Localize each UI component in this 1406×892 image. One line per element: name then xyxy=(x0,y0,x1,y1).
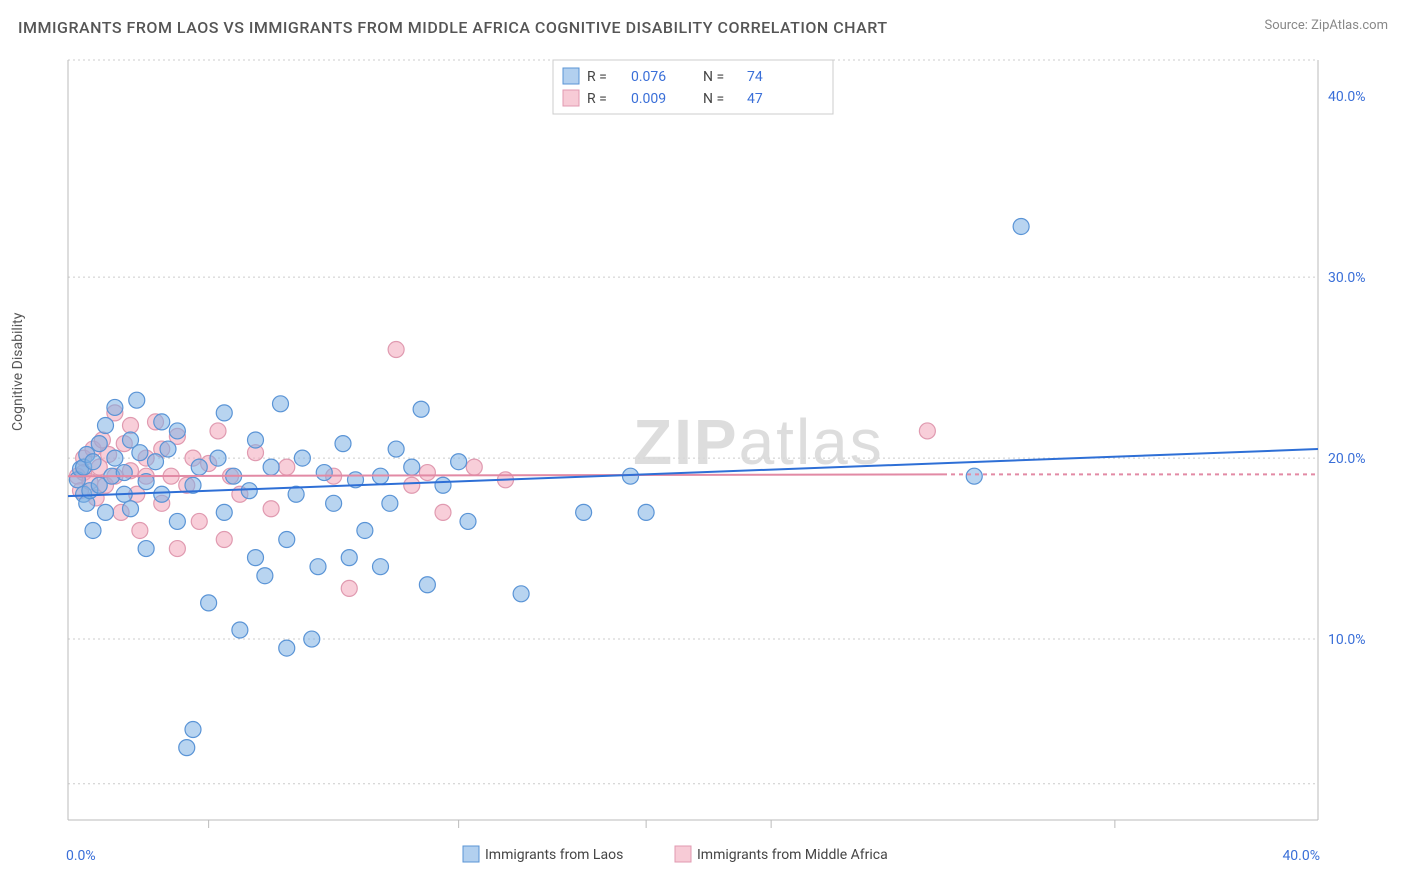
chart-container: Cognitive Disability ZIPatlas10.0%20.0%3… xyxy=(18,50,1388,872)
source-attribution: Source: ZipAtlas.com xyxy=(1264,18,1388,33)
svg-text:20.0%: 20.0% xyxy=(1328,451,1366,467)
svg-text:N =: N = xyxy=(703,91,724,107)
svg-text:0.076: 0.076 xyxy=(631,69,666,85)
svg-text:10.0%: 10.0% xyxy=(1328,632,1366,648)
source-prefix-label: Source: xyxy=(1264,18,1311,33)
chart-title: IMMIGRANTS FROM LAOS VS IMMIGRANTS FROM … xyxy=(18,18,888,37)
svg-text:40.0%: 40.0% xyxy=(1282,848,1320,864)
svg-text:Immigrants from Middle Africa: Immigrants from Middle Africa xyxy=(697,847,888,863)
y-axis-label: Cognitive Disability xyxy=(10,313,26,431)
svg-text:40.0%: 40.0% xyxy=(1328,89,1366,105)
svg-text:0.0%: 0.0% xyxy=(66,848,96,864)
svg-text:R =: R = xyxy=(587,69,607,85)
svg-text:Immigrants from Laos: Immigrants from Laos xyxy=(485,847,623,863)
svg-text:0.009: 0.009 xyxy=(631,91,666,107)
svg-text:30.0%: 30.0% xyxy=(1328,270,1366,286)
scatter-chart: ZIPatlas10.0%20.0%30.0%40.0%0.0%40.0%R =… xyxy=(18,50,1388,870)
svg-text:R =: R = xyxy=(587,91,607,107)
svg-text:N =: N = xyxy=(703,69,724,85)
source-link[interactable]: ZipAtlas.com xyxy=(1311,18,1388,33)
svg-text:47: 47 xyxy=(747,91,763,107)
svg-text:74: 74 xyxy=(747,69,763,85)
